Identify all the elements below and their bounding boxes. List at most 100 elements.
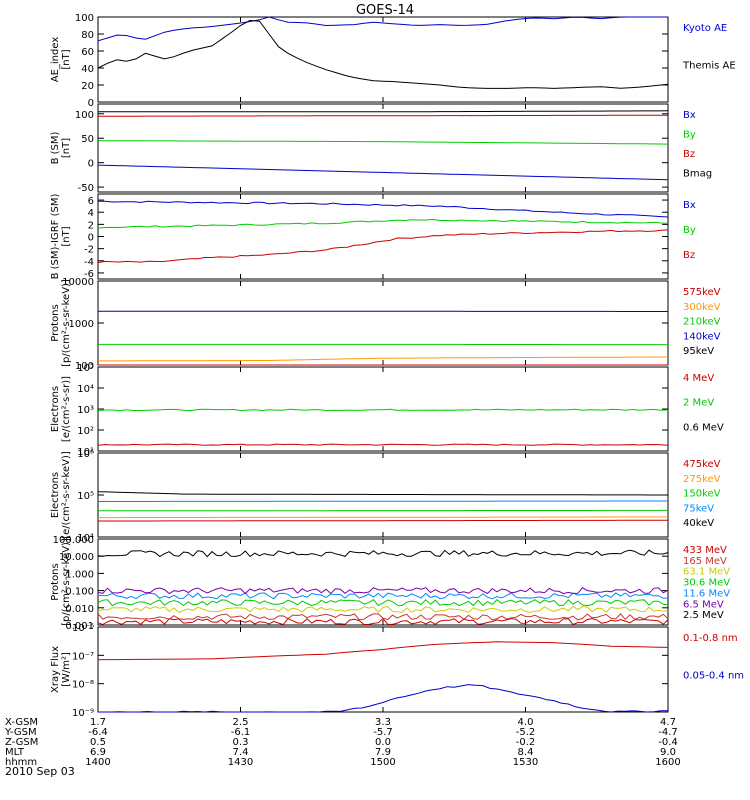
panel-frame <box>97 366 669 452</box>
legend-entry: 150keV <box>683 489 721 500</box>
ytick-label: 10⁴ <box>77 384 94 395</box>
ytick-label: 4 <box>88 208 94 219</box>
ytick-label: 10.000 <box>59 552 94 563</box>
series-line-bx <box>97 164 669 181</box>
legend-entry: Bz <box>683 250 695 261</box>
legend-entry: 63.1 MeV <box>683 567 730 578</box>
panel-frame <box>97 16 669 103</box>
series-line-75kev <box>98 500 668 502</box>
figure-title: GOES-14 <box>356 3 414 18</box>
ytick-label: 10⁻⁹ <box>72 708 94 719</box>
legend-entry: 300keV <box>683 302 721 313</box>
legend-entry: 433 MeV <box>683 545 727 556</box>
series-line-bmag <box>98 110 669 113</box>
ytick-label: -6 <box>84 269 94 280</box>
legend-entry: 40keV <box>683 518 714 529</box>
ytick-label: 10⁵ <box>77 363 94 374</box>
legend-entry: 4 MeV <box>683 373 714 384</box>
series-line-40kev <box>97 491 668 496</box>
legend-entry: 140keV <box>683 331 721 342</box>
ylabel-line: Protons <box>50 563 61 600</box>
ytick-label: 0.100 <box>65 587 94 598</box>
series-line-11-6-mev <box>97 592 669 600</box>
ytick-label: 40 <box>81 64 94 75</box>
legend-entry: 210keV <box>683 317 721 328</box>
ylabel-line: Electrons <box>50 472 61 518</box>
series-line-themis-ae <box>97 19 669 89</box>
footer-value: 4.7 <box>660 717 676 728</box>
footer-row-label: hhmm <box>5 757 37 768</box>
footer-value: 0.0 <box>375 737 391 748</box>
series-line-2-5-mev <box>97 549 669 558</box>
orbit-footer: 2010 Sep 03 X-GSM 1.7 2.5 3.3 4.0 4.7 Y-GSM -6.… <box>4 717 681 778</box>
footer-value: -5.2 <box>516 727 536 738</box>
footer-value: 8.4 <box>518 747 534 758</box>
footer-value: 1530 <box>513 757 538 768</box>
ytick-label: 0 <box>88 98 94 109</box>
panel-frame <box>97 193 669 280</box>
panel-electrons-high: 10¹ 10² 10³ 10⁴ 10⁵ Electrons[e/(cm²-s-sr)] 4 … <box>50 363 724 458</box>
panel-electrons-low: 10⁴ 10⁵ 10⁶ Electrons[e/(cm²-s-sr-keV)] 475k… <box>50 449 721 544</box>
legend-entry: 575keV <box>683 287 721 298</box>
series-line-2-mev <box>97 408 669 412</box>
ylabel-line: B (SM) <box>50 131 61 164</box>
footer-value: -5.7 <box>373 727 393 738</box>
panel-ae: 0 20 40 60 80 100 AE_index[nT] Kyoto AE Themis A… <box>50 13 736 109</box>
legend-entry: 275keV <box>683 474 721 485</box>
panel-bdiff: -6-4-20 246 B (SM)-IGRF (SM)[nT] Bx By Bz <box>50 193 696 280</box>
ylabel-line: [W/m²] <box>61 652 72 687</box>
series-line-0-05-0-4-nm <box>98 684 669 713</box>
legend-entry: 11.6 MeV <box>683 588 730 599</box>
ytick-label: 6 <box>88 196 94 207</box>
panel-xray: 10⁻⁹ 10⁻⁸ 10⁻⁷ 10⁻⁶ Xray Flux[W/m²] 0.1-0.8 n… <box>50 623 744 719</box>
series-line-6-5-mev <box>97 587 669 595</box>
legend-entry: 2.5 MeV <box>683 610 724 621</box>
ylabel-line: B (SM)-IGRF (SM) <box>50 194 61 280</box>
legend-entry: 475keV <box>683 459 721 470</box>
panel-frame <box>97 280 669 366</box>
legend-entry: Bx <box>683 200 696 211</box>
ylabel-line: [p/(cm²-s-sr-keV)] <box>61 279 72 367</box>
legend-entry: Bmag <box>683 169 712 180</box>
ylabel: AE_index[nT] <box>50 37 72 83</box>
legend-entry: 95keV <box>683 346 714 357</box>
ylabel: Protons[p/(cm²-s-sr-keV)] <box>50 279 72 367</box>
footer-value: 6.9 <box>90 747 106 758</box>
footer-value: -0.2 <box>516 737 536 748</box>
series-line-4-mev <box>97 443 669 446</box>
ylabel: B (SM)-IGRF (SM)[nT] <box>50 194 72 280</box>
ylabel-line: [nT] <box>61 226 72 246</box>
footer-date: 2010 Sep 03 <box>5 765 75 778</box>
ylabel: Protons[p/(cm²-s-sr-keV)] <box>50 538 72 626</box>
series-line-kyoto-ae <box>97 16 668 42</box>
ytick-label: 0.001 <box>65 621 94 632</box>
footer-value: -0.4 <box>658 737 678 748</box>
ytick-label: 2 <box>88 220 94 231</box>
legend-entry: By <box>683 225 696 236</box>
legend-entry: 0.05-0.4 nm <box>683 671 744 682</box>
footer-value: 1430 <box>228 757 253 768</box>
ylabel: Xray Flux[W/m²] <box>50 646 72 693</box>
ytick-label: 10⁻⁶ <box>72 623 94 634</box>
ylabel-line: AE_index <box>50 37 61 83</box>
series-line-by <box>97 218 669 229</box>
ytick-label: 10² <box>77 426 94 437</box>
ylabel-line: Protons <box>50 304 61 341</box>
panel-frame <box>97 626 669 713</box>
series-line-30-6-mev <box>97 599 669 607</box>
series-line-275kev <box>98 516 668 519</box>
series-line-0-1-0-8-nm <box>97 641 669 661</box>
legend-entry: 2 MeV <box>683 398 714 409</box>
ytick-label: 100 <box>75 13 94 24</box>
ytick-label: 10⁵ <box>77 491 94 502</box>
series-line-bz <box>97 229 669 264</box>
legend-entry: 6.5 MeV <box>683 599 724 610</box>
ylabel-line: Electrons <box>50 386 61 432</box>
legend-entry: 0.1-0.8 nm <box>683 633 738 644</box>
footer-value: 1.7 <box>90 717 106 728</box>
ylabel-line: [e/(cm²-s-sr-keV)] <box>61 451 72 539</box>
footer-value: -6.1 <box>231 727 251 738</box>
